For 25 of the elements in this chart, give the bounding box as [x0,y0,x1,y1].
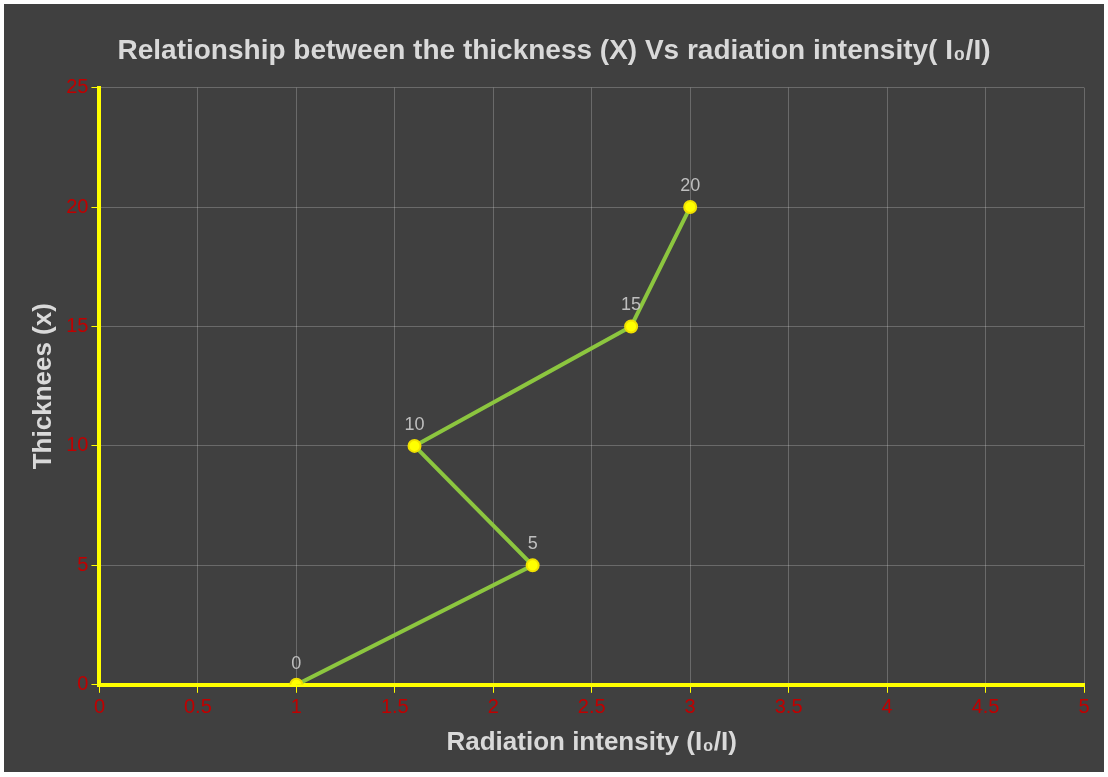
x-tick-label: 4.5 [971,695,1000,718]
x-axis-title: Radiation intensity (I₀/I) [446,725,737,756]
x-tick-label: 0.5 [184,695,212,718]
data-label: 20 [680,175,701,196]
data-label: 5 [527,533,538,554]
x-tick-label: 1 [290,695,302,718]
data-label: 0 [291,652,302,673]
x-tick-label: 3.5 [774,695,803,718]
x-tick-label: 3 [684,695,696,718]
y-axis-title: Thicknees (x) [26,303,57,470]
x-tick-label: 1.5 [380,695,409,718]
x-tick-label: 5 [1078,695,1090,718]
y-tick-label: 15 [66,314,89,336]
x-tick-label: 0 [93,695,106,718]
y-tick-label: 10 [66,433,89,456]
y-tick-label: 0 [77,672,89,695]
x-tick-label: 2 [487,695,499,718]
x-tick-label: 4 [881,695,893,718]
data-label: 10 [404,413,425,434]
y-tick-label: 20 [66,194,89,217]
chart-title: Relationship between the thickness (X) Vs radiation intensity( I₀/I) [117,33,991,65]
y-tick-label: 5 [77,552,89,575]
data-label: 15 [621,294,642,315]
x-tick-label: 2.5 [577,695,606,718]
y-tick-label: 25 [66,75,89,98]
